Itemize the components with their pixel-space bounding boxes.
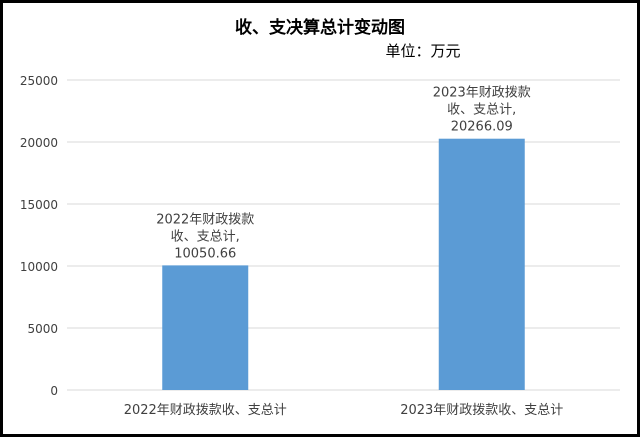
data-label: 20266.09 [451, 120, 513, 135]
data-label: 2023年财政拨款 [433, 86, 531, 101]
bar [162, 265, 249, 390]
y-tick-label: 25000 [20, 74, 58, 88]
chart-title: 收、支决算总计变动图 [235, 17, 405, 38]
x-tick-label: 2022年财政拨款收、支总计 [124, 403, 287, 418]
bar-chart: 收、支决算总计变动图 单位：万元 0 5000 10000 15000 20000 250… [20, 17, 620, 418]
gridlines [67, 79, 620, 391]
data-label: 收、支总计, [447, 103, 516, 118]
x-axis-ticks: 2022年财政拨款收、支总计 2023年财政拨款收、支总计 [124, 403, 564, 418]
y-tick-label: 20000 [20, 136, 58, 150]
y-axis-ticks: 0 5000 10000 15000 20000 25000 [20, 74, 58, 398]
y-tick-label: 0 [50, 384, 58, 398]
x-tick-label: 2023年财政拨款收、支总计 [400, 403, 563, 418]
bars [162, 138, 525, 390]
y-tick-label: 10000 [20, 260, 58, 274]
y-tick-label: 5000 [27, 322, 58, 336]
chart-frame: 收、支决算总计变动图 单位：万元 0 5000 10000 15000 20000 250… [3, 3, 637, 434]
y-tick-label: 15000 [20, 198, 58, 212]
chart-subtitle: 单位：万元 [385, 42, 460, 60]
bar [438, 138, 525, 390]
data-label: 收、支总计, [171, 229, 240, 244]
data-label: 2022年财政拨款 [156, 212, 254, 227]
data-labels: 2022年财政拨款收、支总计,10050.662023年财政拨款收、支总计,20… [156, 86, 531, 262]
data-label: 10050.66 [174, 246, 236, 261]
